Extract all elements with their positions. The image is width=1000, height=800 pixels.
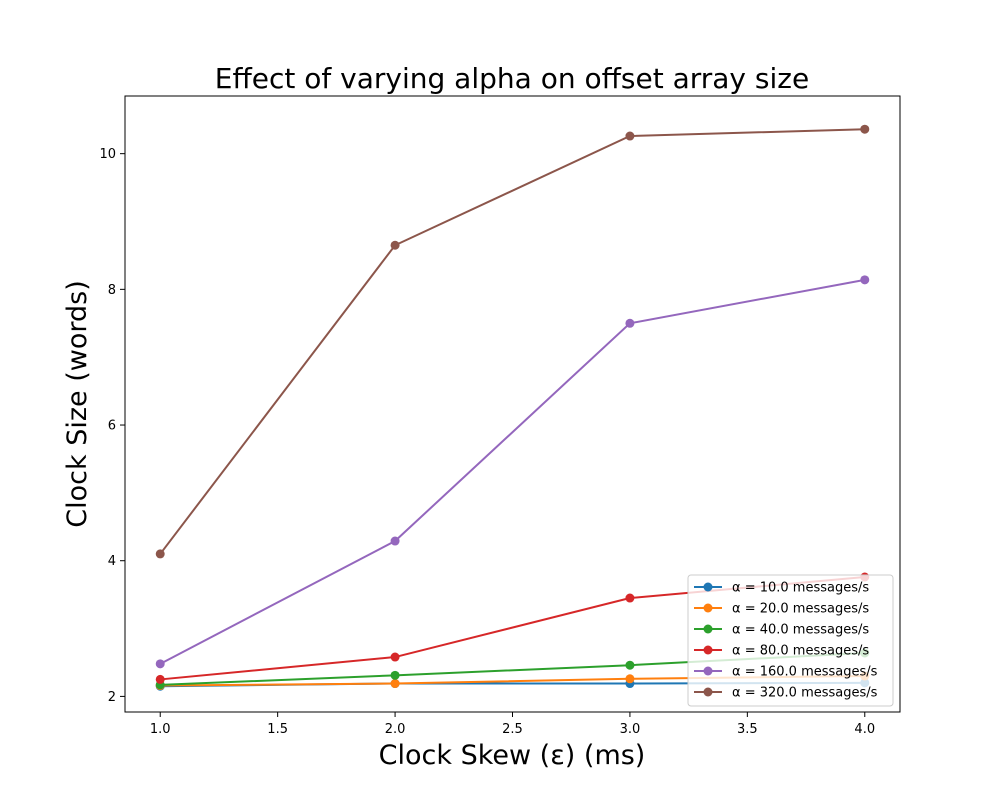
legend-swatch-marker — [703, 666, 713, 676]
y-tick-label: 2 — [108, 690, 116, 705]
data-point — [625, 318, 635, 328]
x-tick-label: 3.0 — [620, 722, 641, 737]
data-point — [155, 549, 165, 559]
legend-label: α = 160.0 messages/s — [732, 665, 878, 680]
legend-item: α = 40.0 messages/s — [694, 623, 869, 638]
x-tick-label: 4.0 — [854, 722, 875, 737]
chart-title: Effect of varying alpha on offset array … — [215, 62, 809, 95]
data-point — [625, 674, 635, 684]
legend-item: α = 10.0 messages/s — [694, 581, 869, 596]
y-axis: 2 4 6 8 10 — [99, 147, 125, 705]
y-tick-label: 8 — [108, 283, 116, 298]
x-axis-title: Clock Skew (ε) (ms) — [379, 740, 646, 771]
legend-swatch-marker — [703, 645, 713, 655]
legend-box — [687, 574, 894, 707]
x-tick-label: 1.0 — [150, 722, 171, 737]
y-tick-label: 10 — [99, 147, 116, 162]
legend-label: α = 80.0 messages/s — [732, 644, 869, 659]
legend: α = 10.0 messages/s α = 20.0 messages/s α … — [687, 574, 894, 707]
legend-item: α = 80.0 messages/s — [694, 644, 869, 659]
y-axis-title: Clock Size (words) — [62, 280, 93, 527]
series-4 — [155, 275, 870, 669]
y-tick-label: 6 — [108, 419, 116, 434]
legend-item: α = 320.0 messages/s — [694, 686, 878, 701]
data-point — [625, 131, 635, 141]
data-point — [860, 275, 870, 285]
x-tick-label: 2.5 — [502, 722, 523, 737]
data-point — [390, 670, 400, 680]
legend-swatch-marker — [703, 582, 713, 592]
data-point — [625, 593, 635, 603]
legend-label: α = 10.0 messages/s — [732, 581, 869, 596]
series-5 — [155, 124, 870, 559]
legend-label: α = 20.0 messages/s — [732, 602, 869, 617]
legend-item: α = 20.0 messages/s — [694, 602, 869, 617]
y-tick-label: 4 — [108, 554, 116, 569]
x-tick-label: 2.0 — [385, 722, 406, 737]
legend-swatch-marker — [703, 603, 713, 613]
x-tick-label: 1.5 — [267, 722, 288, 737]
legend-swatch-marker — [703, 624, 713, 634]
plot-area: α = 10.0 messages/s α = 20.0 messages/s α … — [124, 95, 901, 713]
data-point — [155, 659, 165, 669]
data-point — [390, 240, 400, 250]
legend-item: α = 160.0 messages/s — [694, 665, 878, 680]
data-point — [390, 652, 400, 662]
series-line — [159, 278, 865, 665]
x-axis: 1.0 1.5 2.0 2.5 3.0 3.5 4.0 — [150, 712, 875, 737]
data-point — [390, 679, 400, 689]
legend-label: α = 40.0 messages/s — [732, 623, 869, 638]
legend-swatch-marker — [703, 687, 713, 697]
legend-label: α = 320.0 messages/s — [732, 686, 878, 701]
data-point — [625, 660, 635, 670]
data-point — [860, 124, 870, 134]
x-tick-label: 3.5 — [737, 722, 758, 737]
data-point — [155, 674, 165, 684]
data-point — [390, 536, 400, 546]
series-line — [159, 128, 865, 555]
